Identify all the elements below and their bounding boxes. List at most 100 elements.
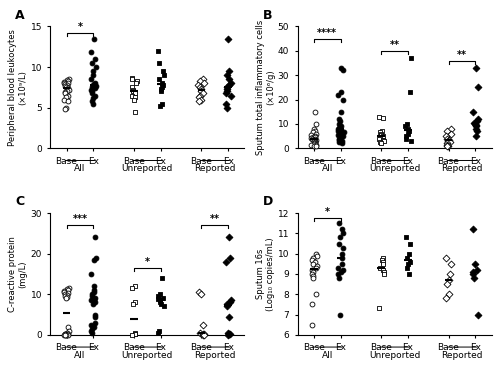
Point xyxy=(334,275,342,281)
Point xyxy=(62,105,70,111)
Point xyxy=(470,120,478,126)
Point xyxy=(337,131,345,137)
Point xyxy=(474,116,482,122)
Point xyxy=(335,125,343,131)
Point xyxy=(65,285,73,291)
Point xyxy=(444,138,452,144)
Point xyxy=(200,90,207,96)
Point xyxy=(401,123,409,129)
Point xyxy=(224,314,232,320)
Point xyxy=(130,94,138,100)
Point xyxy=(472,122,480,128)
Point xyxy=(87,271,95,277)
Point xyxy=(194,82,202,88)
Point xyxy=(308,273,316,279)
Point xyxy=(334,139,342,145)
Point xyxy=(88,293,96,299)
Point xyxy=(63,89,71,94)
Point xyxy=(470,275,478,281)
Text: Unreported: Unreported xyxy=(369,164,420,173)
Point xyxy=(379,259,387,265)
Point xyxy=(307,142,315,148)
Point xyxy=(446,292,454,297)
Point xyxy=(402,121,410,127)
Point xyxy=(311,134,319,140)
Point xyxy=(312,133,320,139)
Point xyxy=(61,293,69,299)
Point xyxy=(196,94,203,100)
Point xyxy=(225,234,233,240)
Point xyxy=(378,267,386,273)
Point xyxy=(312,142,320,148)
Point xyxy=(63,84,71,90)
Text: Unreported: Unreported xyxy=(122,164,173,173)
Point xyxy=(473,128,481,134)
Point xyxy=(226,255,234,261)
Point xyxy=(380,138,388,144)
Point xyxy=(90,93,98,99)
Point xyxy=(222,90,230,96)
Point xyxy=(129,89,137,94)
Point xyxy=(196,93,204,99)
Point xyxy=(442,144,450,149)
Point xyxy=(60,80,68,86)
Point xyxy=(196,98,203,104)
Point xyxy=(90,85,98,91)
Point xyxy=(226,82,234,88)
Point xyxy=(64,93,72,99)
Point xyxy=(336,121,344,127)
Point xyxy=(443,128,451,134)
Point xyxy=(196,78,204,84)
Point xyxy=(227,93,235,99)
Point xyxy=(87,76,95,82)
Point xyxy=(311,109,319,115)
Point xyxy=(60,106,68,112)
Point xyxy=(339,68,347,73)
Text: D: D xyxy=(262,195,273,208)
Point xyxy=(128,93,136,99)
Point xyxy=(63,82,71,88)
Point xyxy=(62,332,70,338)
Point xyxy=(200,322,207,328)
Point xyxy=(335,220,343,226)
Point xyxy=(200,76,207,82)
Point xyxy=(223,89,231,94)
Point xyxy=(309,269,317,275)
Point xyxy=(154,330,162,336)
Point xyxy=(224,332,232,338)
Point xyxy=(88,89,96,94)
Point xyxy=(447,131,455,137)
Point xyxy=(308,301,316,307)
Point xyxy=(469,269,477,275)
Point xyxy=(222,101,230,107)
Point xyxy=(442,255,450,261)
Point xyxy=(338,251,346,256)
Point xyxy=(312,265,320,271)
Point xyxy=(61,331,69,337)
Point xyxy=(60,79,68,85)
Point xyxy=(404,265,411,271)
Point xyxy=(446,126,454,132)
Point xyxy=(60,332,68,338)
Point xyxy=(336,269,344,275)
Point xyxy=(474,85,482,90)
Point xyxy=(335,241,343,246)
Point xyxy=(338,141,346,146)
Point xyxy=(160,304,168,310)
Point xyxy=(337,134,345,140)
Point xyxy=(64,324,72,330)
Point xyxy=(334,92,342,98)
Point xyxy=(91,300,99,306)
Point xyxy=(91,80,99,86)
Point xyxy=(87,328,95,334)
Point xyxy=(62,296,70,301)
Point xyxy=(154,48,162,54)
Point xyxy=(311,139,319,145)
Point xyxy=(334,126,342,132)
Point xyxy=(444,137,452,143)
Text: ****: **** xyxy=(317,28,337,38)
Point xyxy=(60,288,68,294)
Point xyxy=(91,296,99,301)
Point xyxy=(312,253,320,259)
Point xyxy=(90,81,98,87)
